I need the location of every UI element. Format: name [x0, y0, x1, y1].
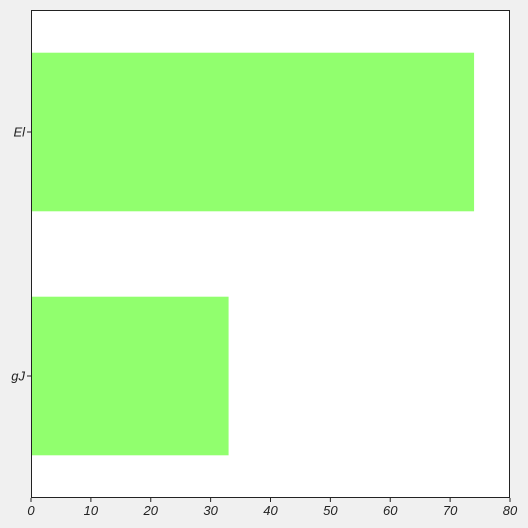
x-tick-label: 70	[443, 503, 458, 518]
x-tick-label: 0	[27, 503, 35, 518]
y-tick-label: gJ	[11, 369, 25, 384]
x-axis: 0 10 20 30 40 50 60 70 80	[27, 498, 518, 518]
bar-El	[31, 52, 475, 212]
x-tick-label: 30	[203, 503, 218, 518]
plot-frame	[31, 10, 510, 498]
x-tick-label: 80	[503, 503, 518, 518]
x-tick-label: 60	[383, 503, 398, 518]
y-tick-label: El	[13, 125, 26, 140]
bars-group	[31, 52, 475, 456]
bar-gJ	[31, 296, 229, 456]
x-tick-label: 40	[263, 503, 278, 518]
x-tick-label: 50	[323, 503, 338, 518]
y-axis: El gJ	[11, 125, 31, 384]
x-tick-label: 20	[143, 503, 159, 518]
x-tick-label: 10	[84, 503, 99, 518]
